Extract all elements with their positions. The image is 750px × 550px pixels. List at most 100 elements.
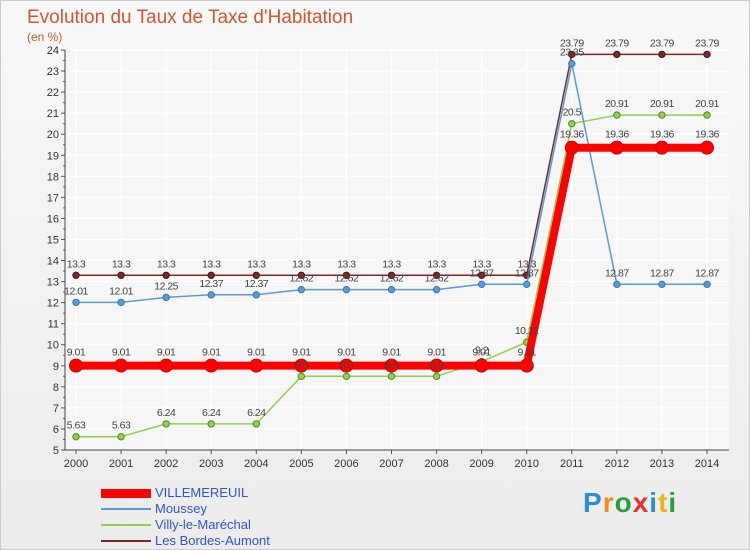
y-tick-label: 8 (53, 382, 59, 394)
y-tick-label: 23 (47, 66, 59, 78)
y-axis-unit-label: (en %) (27, 30, 63, 44)
plot-area (65, 50, 729, 450)
legend-label: VILLEMEREUIL (155, 485, 249, 500)
data-point-les-bordes-aumont (252, 271, 260, 279)
y-tick-label: 18 (47, 171, 59, 183)
data-point-villemereuil (654, 140, 669, 155)
data-label-les-bordes-aumont: 13.3 (472, 258, 491, 270)
y-tick-label: 7 (53, 403, 59, 415)
data-label-villy-le-marechal: 6.24 (157, 407, 176, 419)
logo-letter: i (668, 487, 678, 518)
data-label-villy-le-marechal: 20.91 (695, 98, 719, 110)
data-label-moussey: 12.62 (289, 273, 313, 285)
data-point-les-bordes-aumont (387, 271, 396, 279)
data-point-villemereuil (564, 140, 579, 155)
logo-letter: o (614, 487, 633, 518)
data-point-les-bordes-aumont (162, 271, 170, 279)
data-label-villy-le-marechal: 10.12 (515, 325, 539, 337)
line-chart: 5 6 7 8 9 10 11 12 13 14 15 16 17 18 19 20 21 22 23 24 2000 2… (47, 37, 729, 470)
data-label-les-bordes-aumont: 13.3 (337, 258, 356, 270)
x-tick-label: 2008 (424, 458, 448, 470)
data-label-moussey: 12.87 (650, 267, 674, 279)
data-label-villemereuil: 9.01 (427, 347, 446, 359)
y-tick-label: 24 (47, 45, 59, 57)
data-point-villy-le-marechal (387, 372, 396, 381)
data-label-moussey: 12.25 (154, 280, 178, 292)
x-tick-label: 2001 (109, 458, 133, 470)
data-label-les-bordes-aumont: 13.3 (427, 258, 446, 270)
x-tick-label: 2009 (469, 458, 493, 470)
data-point-moussey (658, 280, 666, 289)
y-tick-label: 9 (53, 361, 59, 373)
data-point-moussey (568, 59, 576, 68)
x-tick-label: 2010 (514, 458, 538, 470)
data-point-moussey (72, 298, 80, 307)
x-tick-label: 2007 (379, 458, 403, 470)
y-tick-label: 15 (47, 234, 59, 246)
data-point-moussey (252, 291, 260, 299)
data-label-villemereuil: 9.01 (157, 347, 176, 359)
y-tick-label: 20 (47, 129, 59, 141)
x-tick-label: 2011 (560, 458, 584, 470)
data-label-moussey: 12.62 (335, 273, 359, 285)
data-point-villemereuil (294, 358, 309, 373)
data-point-villemereuil (339, 358, 354, 373)
data-point-villy-le-marechal (252, 420, 260, 428)
data-point-les-bordes-aumont (72, 271, 80, 279)
x-tick-label: 2012 (605, 458, 629, 470)
y-tick-label: 22 (47, 87, 59, 99)
data-point-moussey (432, 285, 441, 294)
data-label-moussey: 12.87 (695, 267, 719, 279)
data-point-moussey (162, 293, 170, 302)
data-label-moussey: 12.87 (470, 267, 494, 279)
data-point-villy-le-marechal (432, 372, 441, 381)
data-point-villy-le-marechal (207, 420, 215, 428)
data-label-les-bordes-aumont: 13.3 (517, 258, 536, 270)
data-point-les-bordes-aumont (613, 50, 621, 59)
data-label-moussey: 12.01 (64, 285, 88, 297)
y-tick-label: 12 (47, 298, 59, 310)
data-point-moussey (387, 285, 396, 294)
data-label-villy-le-marechal: 6.24 (247, 407, 266, 419)
legend-swatch (101, 524, 151, 526)
data-point-villy-le-marechal (297, 372, 306, 381)
data-point-villy-le-marechal (658, 111, 666, 119)
data-label-villy-le-marechal: 6.24 (202, 407, 221, 419)
data-label-villemereuil: 9.01 (337, 347, 356, 359)
proxiti-logo: Proxiti (583, 487, 677, 519)
data-label-villemereuil: 19.36 (695, 129, 719, 141)
legend-swatch (101, 488, 151, 498)
data-point-les-bordes-aumont (658, 50, 666, 59)
data-point-villemereuil (69, 358, 83, 373)
data-point-les-bordes-aumont (297, 271, 306, 279)
data-point-les-bordes-aumont (432, 271, 441, 279)
data-label-villemereuil: 19.36 (650, 129, 674, 141)
data-label-les-bordes-aumont: 13.3 (382, 258, 401, 270)
data-point-moussey (297, 285, 306, 294)
data-point-villemereuil (384, 358, 399, 373)
data-label-les-bordes-aumont: 13.3 (247, 258, 266, 270)
data-label-villemereuil: 19.36 (560, 129, 584, 141)
legend-label: Les Bordes-Aumont (155, 533, 270, 548)
legend-swatch (101, 508, 151, 510)
data-point-les-bordes-aumont (477, 271, 486, 279)
data-point-villemereuil (114, 358, 129, 373)
data-point-moussey (523, 280, 531, 289)
data-point-villemereuil (700, 140, 714, 155)
data-point-villemereuil (159, 358, 174, 373)
data-label-villy-le-marechal: 20.5 (563, 107, 582, 119)
data-label-moussey: 12.37 (199, 278, 223, 290)
x-tick-label: 2000 (64, 458, 88, 470)
data-label-villy-le-marechal: 8.5 (385, 359, 399, 371)
data-label-les-bordes-aumont: 23.79 (605, 37, 629, 49)
data-label-moussey: 12.87 (515, 267, 539, 279)
logo-letter: i (649, 487, 659, 518)
data-label-les-bordes-aumont: 13.3 (202, 258, 221, 270)
data-point-les-bordes-aumont (207, 271, 215, 279)
y-tick-label: 6 (53, 424, 59, 436)
data-point-villy-le-marechal (162, 420, 170, 428)
data-label-villemereuil: 9.01 (517, 347, 536, 359)
x-tick-label: 2004 (244, 458, 268, 470)
data-label-villy-le-marechal: 8.5 (295, 359, 309, 371)
